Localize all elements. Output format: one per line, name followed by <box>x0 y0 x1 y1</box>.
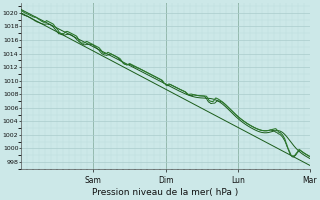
X-axis label: Pression niveau de la mer( hPa ): Pression niveau de la mer( hPa ) <box>92 188 239 197</box>
